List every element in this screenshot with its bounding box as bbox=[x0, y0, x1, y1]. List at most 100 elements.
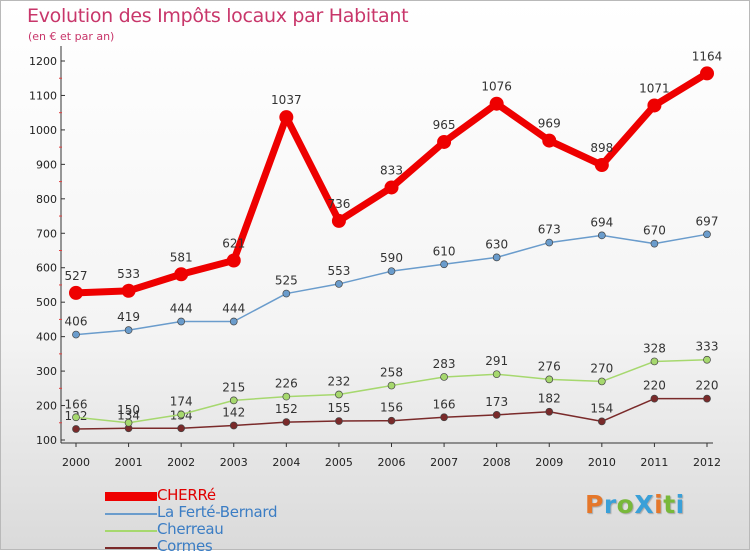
data-point bbox=[279, 110, 294, 125]
data-label: 444 bbox=[222, 301, 245, 315]
data-point bbox=[72, 330, 80, 339]
x-tick-label: 2001 bbox=[115, 456, 143, 469]
chart-title: Evolution des Impôts locaux par Habitant bbox=[27, 5, 409, 27]
data-point bbox=[440, 413, 448, 422]
data-point bbox=[703, 355, 711, 364]
x-tick-label: 2006 bbox=[378, 456, 406, 469]
data-label: 142 bbox=[222, 406, 245, 420]
data-label: 333 bbox=[696, 340, 719, 354]
data-point bbox=[229, 317, 238, 326]
data-label: 670 bbox=[643, 224, 666, 238]
data-point bbox=[384, 180, 399, 195]
y-tick-label: 300 bbox=[36, 365, 57, 378]
x-tick-label: 2004 bbox=[272, 456, 300, 469]
data-label: 553 bbox=[327, 264, 350, 278]
data-label: 283 bbox=[433, 357, 456, 371]
data-point bbox=[489, 96, 504, 111]
data-label: 1076 bbox=[481, 80, 512, 94]
data-label: 444 bbox=[170, 301, 193, 315]
x-tick-label: 2002 bbox=[167, 456, 195, 469]
data-label: 232 bbox=[327, 375, 350, 389]
legend-label: Cormes bbox=[157, 537, 213, 555]
data-label: 621 bbox=[222, 236, 245, 250]
data-point bbox=[597, 377, 606, 386]
x-tick-label: 2003 bbox=[220, 456, 248, 469]
data-label: 406 bbox=[65, 315, 88, 329]
data-label: 630 bbox=[485, 237, 508, 251]
data-label: 220 bbox=[696, 379, 719, 393]
data-label: 150 bbox=[117, 403, 140, 417]
data-point bbox=[282, 392, 291, 401]
data-point bbox=[121, 283, 136, 298]
legend-swatch bbox=[105, 547, 157, 549]
data-label: 156 bbox=[380, 401, 403, 415]
data-label: 673 bbox=[538, 223, 561, 237]
y-tick-label: 100 bbox=[36, 434, 57, 447]
data-label: 215 bbox=[222, 380, 245, 394]
data-point bbox=[650, 239, 659, 248]
data-label: 166 bbox=[433, 397, 456, 411]
data-label: 1164 bbox=[692, 49, 723, 63]
data-label: 610 bbox=[433, 244, 456, 258]
data-label: 1071 bbox=[639, 81, 670, 95]
data-point bbox=[72, 413, 80, 422]
x-tick-label: 2007 bbox=[430, 456, 458, 469]
data-point bbox=[226, 253, 241, 268]
y-tick-label: 1100 bbox=[29, 89, 57, 102]
data-point bbox=[282, 418, 291, 426]
y-tick-label: 500 bbox=[36, 296, 57, 309]
data-label: 533 bbox=[117, 267, 140, 281]
x-tick-label: 2011 bbox=[640, 456, 668, 469]
data-label: 154 bbox=[590, 401, 613, 415]
data-point bbox=[597, 231, 606, 240]
data-point bbox=[387, 381, 396, 390]
data-point bbox=[542, 133, 557, 148]
data-point bbox=[492, 410, 501, 419]
data-point bbox=[124, 326, 133, 334]
data-point bbox=[282, 289, 291, 298]
data-point bbox=[594, 158, 609, 173]
data-point bbox=[177, 424, 186, 433]
legend-swatch bbox=[105, 492, 157, 501]
y-tick-label: 400 bbox=[36, 331, 57, 344]
data-label: 736 bbox=[327, 197, 350, 211]
y-tick-label: 700 bbox=[36, 227, 57, 240]
data-point bbox=[597, 417, 606, 426]
data-point bbox=[229, 421, 238, 430]
data-label: 134 bbox=[117, 408, 140, 422]
data-point bbox=[703, 394, 711, 403]
x-tick-label: 2012 bbox=[693, 456, 721, 469]
x-tick-label: 2009 bbox=[535, 456, 563, 469]
data-label: 694 bbox=[590, 215, 613, 229]
y-tick-label: 1200 bbox=[29, 55, 57, 68]
data-point bbox=[229, 396, 238, 405]
data-label: 1037 bbox=[271, 93, 302, 107]
data-label: 182 bbox=[538, 392, 561, 406]
data-label: 965 bbox=[433, 118, 456, 132]
data-label: 525 bbox=[275, 274, 298, 288]
y-tick-label: 200 bbox=[36, 400, 57, 413]
data-point bbox=[387, 267, 396, 276]
data-label: 697 bbox=[696, 214, 719, 228]
data-point bbox=[335, 417, 343, 425]
data-point bbox=[331, 213, 346, 228]
legend-label: CHERRé bbox=[157, 486, 216, 504]
data-point bbox=[177, 317, 186, 326]
y-tick-label: 600 bbox=[36, 262, 57, 275]
data-point bbox=[545, 375, 554, 384]
data-label: 419 bbox=[117, 310, 140, 324]
data-point bbox=[650, 394, 659, 403]
data-point bbox=[174, 267, 189, 282]
legend-label: Cherreau bbox=[157, 520, 224, 538]
data-point bbox=[69, 285, 83, 300]
data-point bbox=[335, 280, 343, 288]
proxiti-logo: ProXiti bbox=[585, 490, 685, 519]
data-point bbox=[72, 425, 80, 433]
data-label: 226 bbox=[275, 377, 298, 391]
x-tick-label: 2008 bbox=[483, 456, 511, 469]
y-tick-label: 800 bbox=[36, 193, 57, 206]
data-label: 328 bbox=[643, 341, 666, 355]
data-point bbox=[700, 66, 714, 81]
data-label: 276 bbox=[538, 359, 561, 373]
